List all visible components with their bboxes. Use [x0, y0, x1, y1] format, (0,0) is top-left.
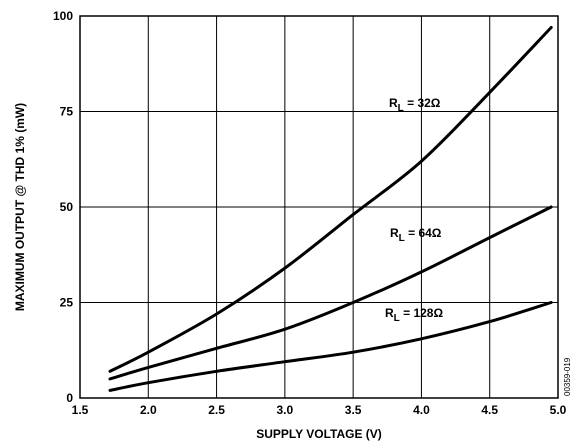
- x-tick-label: 5.0: [550, 403, 567, 417]
- series-line: [108, 205, 553, 381]
- grid: [79, 15, 559, 399]
- series-lines: [108, 26, 553, 392]
- series-label: RL = 32Ω: [389, 96, 441, 114]
- x-tick-label: 2.0: [140, 403, 157, 417]
- x-tick-label: 1.5: [72, 403, 89, 417]
- series-label: RL = 128Ω: [385, 306, 443, 324]
- series-line: [108, 301, 553, 392]
- y-tick-labels: 0 25 50 75 100: [53, 9, 73, 405]
- y-tick-label: 100: [53, 9, 73, 23]
- y-tick-label: 75: [60, 105, 74, 119]
- figure-code: 00359-019: [563, 357, 572, 396]
- x-tick-label: 4.0: [413, 403, 430, 417]
- x-tick-label: 3.5: [345, 403, 362, 417]
- x-axis-title: SUPPLY VOLTAGE (V): [256, 427, 382, 441]
- x-tick-labels: 1.5 2.0 2.5 3.0 3.5 4.0 4.5 5.0: [72, 403, 567, 417]
- y-tick-label: 50: [60, 200, 74, 214]
- y-axis-title: MAXIMUM OUTPUT @ THD 1% (mW): [13, 103, 27, 311]
- y-tick-label: 25: [60, 296, 74, 310]
- x-tick-label: 3.0: [277, 403, 294, 417]
- plot-frame: [79, 15, 559, 399]
- x-tick-label: 2.5: [208, 403, 225, 417]
- x-tick-label: 4.5: [481, 403, 498, 417]
- series-label: RL = 64Ω: [390, 226, 442, 244]
- series-line: [108, 26, 553, 373]
- y-tick-label: 0: [66, 391, 73, 405]
- series-labels: RL = 32Ω RL = 64Ω RL = 128Ω: [385, 96, 443, 324]
